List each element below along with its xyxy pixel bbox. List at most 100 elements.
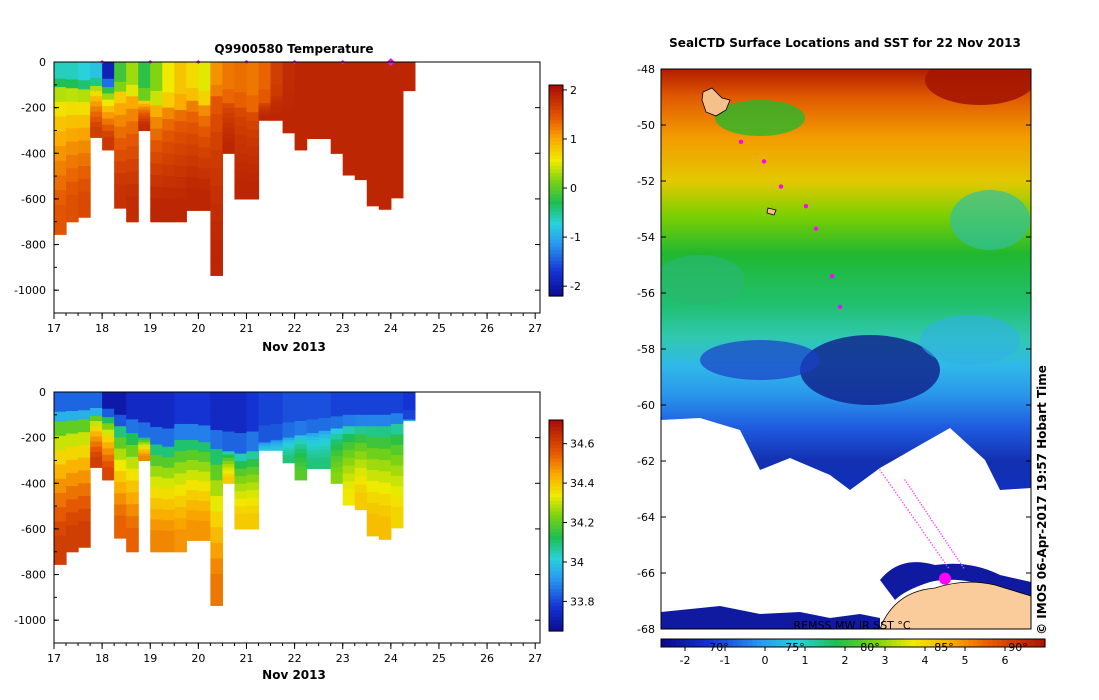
profile-cell [246,411,260,433]
profile-cell [78,127,91,142]
x-tick-label: 25 [432,322,446,335]
profile-cell [198,491,211,502]
track-dot [942,559,944,561]
profile-cell [138,121,151,126]
colorbar-band [1001,639,1008,647]
profile-cell [258,104,272,108]
profile-cell [282,455,296,459]
profile-cell [210,114,224,133]
profile-cell [174,540,187,553]
colorbar-band [853,639,859,647]
x-tick-label: 18 [95,322,109,335]
profile-cell [390,74,404,81]
profile-cell [402,62,416,69]
temperature-chart-title: Q9900580 Temperature [214,42,373,56]
profile-column [354,392,368,511]
colorbar-band [953,639,960,647]
colorbar-band [549,179,563,185]
profile-cell [294,62,308,71]
profile-cell [378,426,392,439]
profile-cell [366,524,380,537]
profile-cell [246,431,260,452]
profile-cell [378,437,392,450]
profile-cell [390,496,404,508]
temperature-x-axis-label: Nov 2013 [262,340,326,354]
profile-cell [126,96,139,110]
profile-cell [138,103,151,108]
profile-column [378,392,392,540]
profile-cell [138,112,151,117]
profile-cell [54,401,67,413]
profile-cell [78,204,91,218]
profile-cell [126,108,139,122]
profile-cell [306,80,320,87]
profile-cell [246,120,260,131]
profile-cell [186,199,199,211]
profile-cell [246,505,260,514]
colorbar-band [549,571,563,576]
colorbar-band [549,553,563,558]
profile-cell [198,199,211,211]
profile-column [234,62,248,200]
track-dot [935,549,937,551]
profile-cell [366,414,380,427]
colorbar-band [549,472,563,477]
colorbar-band [549,232,563,237]
profile-cell [210,574,224,591]
profile-cell [378,414,392,427]
profile-cell [378,482,392,495]
profile-cell [186,144,199,157]
colorbar-band [944,639,950,647]
colorbar-band [723,639,729,647]
profile-cell [54,70,67,80]
profile-cell [342,403,356,416]
profile-cell [390,103,404,117]
profile-cell [174,529,187,542]
profile-cell [246,513,260,522]
profile-cell [186,87,199,102]
profile-cell [66,459,79,474]
profile-cell [294,444,308,450]
track-dot [893,489,895,491]
profile-cell [210,203,224,223]
profile-cell [222,62,236,77]
profile-cell [54,521,67,537]
track-dot [943,561,946,564]
track-dot [920,503,923,506]
track-dot [926,512,929,515]
colorbar-band [549,278,563,283]
profile-cell [390,517,404,529]
profile-column [354,62,368,181]
profile-cell [306,454,320,459]
profile-cell [318,126,332,134]
profile-cell [162,153,175,166]
profile-cell [282,98,296,103]
profile-cell [102,131,115,138]
teal-patch [950,190,1030,250]
profile-cell [306,419,320,434]
profile-cell [270,447,284,449]
profile-cell [234,453,248,462]
profile-cell [162,130,175,143]
profile-cell [246,62,260,80]
profile-cell [378,80,392,94]
colorbar-band [549,288,563,294]
colorbar-band [549,532,563,537]
colorbar-tick-label: 6 [1002,654,1009,667]
profile-cell [138,449,151,452]
colorbar-band [549,274,563,280]
colorbar-band [549,116,563,121]
profile-cell [402,85,416,88]
profile-cell [54,78,67,88]
profile-cell [150,530,163,542]
colorbar-band [1011,639,1017,647]
profile-cell [198,461,211,473]
profile-cell [342,457,356,467]
profile-cell [222,133,236,139]
x-tick-label: 20 [191,322,205,335]
temperature-colorbar: 2 1 0 -1 -2 [548,84,581,297]
profile-cell [174,495,187,508]
track-dot [905,506,908,509]
profile-cell [258,443,272,446]
profile-cell [138,446,151,450]
